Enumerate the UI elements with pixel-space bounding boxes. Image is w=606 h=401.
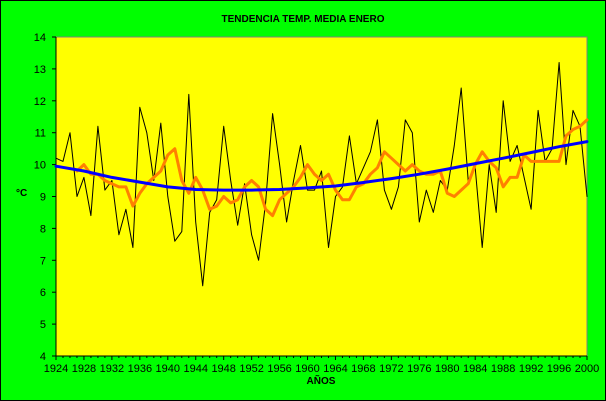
x-axis-label: AÑOS [306,376,336,387]
axes: 4 5 6 7 8 9 10 11 12 13 14 1924 1928 1932 1936 1940 1944… [34,32,599,375]
x-tick-label: 1944 [183,363,207,375]
y-tick-label: 13 [34,64,46,76]
x-tick-label: 1932 [100,363,124,375]
x-tick-label: 1976 [407,363,431,375]
y-tick-label: 14 [34,32,46,44]
x-tick-label: 1960 [295,363,319,375]
y-tick-label: 4 [40,351,46,363]
x-tick-label: 1988 [491,363,515,375]
y-tick-label: 5 [40,319,46,331]
y-axis-label: °C [16,188,28,199]
y-tick-label: 9 [40,192,46,204]
y-tick-label: 8 [40,223,46,235]
y-tick-label: 11 [35,128,46,140]
y-tick-label: 12 [34,96,46,108]
x-tick-label: 1992 [519,363,543,375]
series-layer [54,62,589,287]
x-tick-label: 1968 [351,363,375,375]
x-tick-label: 1996 [547,363,571,375]
x-tick-label: 1924 [44,363,68,375]
trend-line [54,140,589,192]
x-tick-label: 1964 [323,363,347,375]
x-tick-label: 1928 [72,363,96,375]
x-tick-label: 1948 [211,363,235,375]
x-tick-label: 1984 [463,363,487,375]
x-tick-label: 1972 [379,363,403,375]
x-tick-label: 1980 [435,363,459,375]
chart-title: TENDENCIA TEMP. MEDIA ENERO [221,14,385,25]
x-tick-label: 2000 [575,363,599,375]
moving-average-line [75,118,589,218]
x-tick-label: 1956 [267,363,291,375]
y-tick-label: 10 [34,160,46,172]
y-tick-label: 6 [40,287,46,299]
x-tick-label: 1952 [239,363,263,375]
x-tick-label: 1940 [156,363,180,375]
y-tick-label: 7 [40,255,46,267]
x-tick-label: 1936 [128,363,152,375]
plot-area [55,36,588,357]
